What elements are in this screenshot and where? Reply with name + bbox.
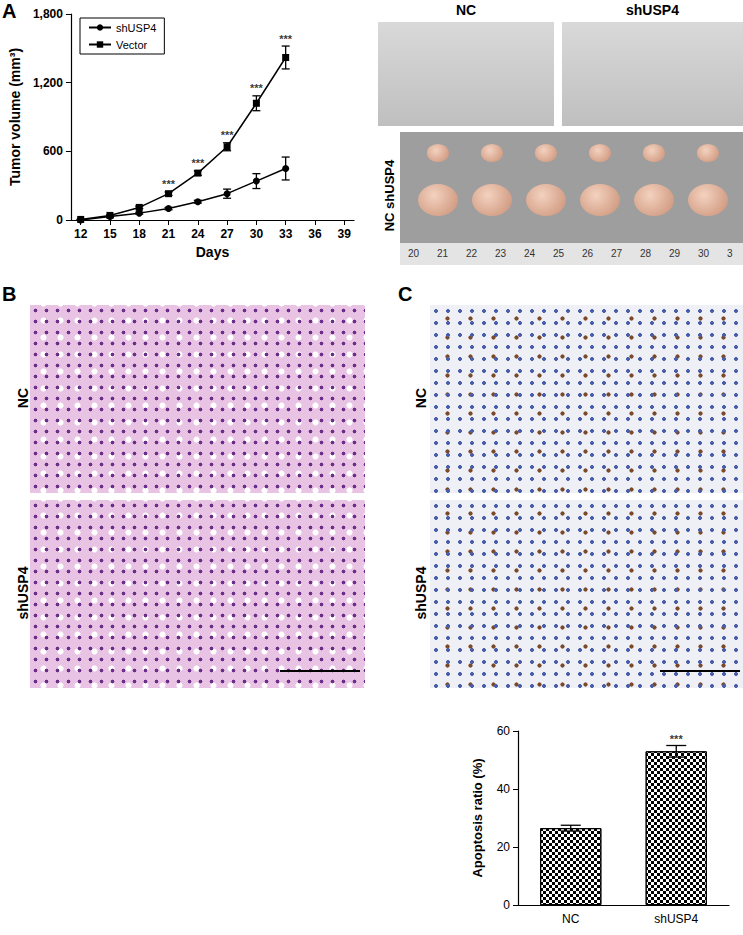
svg-text:***: ***	[279, 33, 293, 45]
svg-text:15: 15	[103, 227, 117, 241]
svg-text:27: 27	[220, 227, 234, 241]
svg-text:33: 33	[279, 227, 293, 241]
html-text:28: 28	[640, 248, 652, 259]
svg-text:***: ***	[250, 82, 264, 94]
svg-text:20: 20	[497, 840, 511, 854]
svg-text:21: 21	[162, 227, 176, 241]
svg-text:18: 18	[133, 227, 147, 241]
svg-text:40: 40	[497, 782, 511, 796]
svg-text:Days: Days	[196, 244, 230, 260]
html-text:shUSP4: shUSP4	[15, 566, 31, 620]
svg-text:shUSP4: shUSP4	[654, 912, 698, 926]
svg-text:NC: NC	[562, 912, 580, 926]
html-text:22: 22	[466, 248, 478, 259]
svg-text:30: 30	[250, 227, 264, 241]
html-text:shUSP4: shUSP4	[413, 566, 429, 620]
html-text:A: A	[2, 0, 17, 22]
svg-text:12: 12	[74, 227, 88, 241]
svg-text:600: 600	[43, 144, 63, 158]
svg-text:shUSP4: shUSP4	[116, 22, 156, 34]
html-text:27: 27	[611, 248, 623, 259]
html-text:NC: NC	[15, 387, 31, 409]
html-text:30: 30	[698, 248, 710, 259]
html-text:3: 3	[727, 248, 733, 259]
html-text:26: 26	[582, 248, 594, 259]
svg-text:0: 0	[503, 898, 510, 912]
svg-text:Tumor volume (mm³): Tumor volume (mm³)	[7, 48, 23, 186]
html-text:shUSP4: shUSP4	[626, 2, 679, 18]
html-text:NC shUSP4: NC shUSP4	[381, 159, 397, 232]
html-text:C: C	[398, 283, 413, 305]
html-text:NC: NC	[413, 387, 429, 409]
svg-text:Apoptosis ratio (%): Apoptosis ratio (%)	[470, 758, 485, 877]
svg-text:1,800: 1,800	[33, 7, 63, 21]
svg-text:60: 60	[497, 724, 511, 738]
svg-text:1,200: 1,200	[33, 76, 63, 90]
svg-text:Vector: Vector	[116, 39, 148, 51]
svg-text:***: ***	[670, 733, 684, 745]
html-text:29: 29	[669, 248, 681, 259]
svg-text:24: 24	[191, 227, 205, 241]
html-text:B: B	[2, 283, 17, 305]
svg-text:39: 39	[338, 227, 352, 241]
html-text:20: 20	[408, 248, 420, 259]
svg-text:36: 36	[308, 227, 322, 241]
svg-text:0: 0	[56, 213, 63, 227]
html-text:23: 23	[495, 248, 507, 259]
html-text:21: 21	[437, 248, 449, 259]
html-text:25: 25	[553, 248, 565, 259]
html-text:24: 24	[524, 248, 536, 259]
svg-text:***: ***	[162, 178, 176, 190]
html-text:NC: NC	[455, 2, 477, 18]
